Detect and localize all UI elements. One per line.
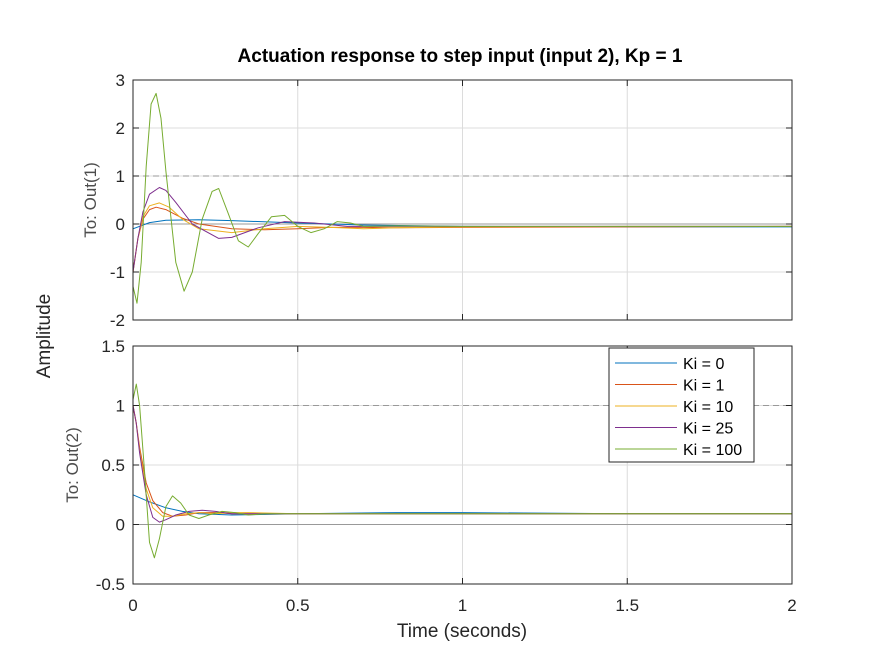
series-line-ki-100	[132, 92, 792, 304]
legend-label: Ki = 100	[683, 442, 742, 459]
legend-label: Ki = 10	[683, 399, 733, 416]
axes-out1-ticks: -2 -1 0 1 2 3	[110, 71, 793, 330]
y-tick-label: -2	[110, 311, 125, 330]
axes-out1-ylabel: To: Out(1)	[81, 162, 100, 238]
legend-box	[608, 347, 755, 463]
chart-title: Actuation response to step input (input …	[238, 46, 683, 67]
y-tick-label: 1.5	[101, 337, 125, 356]
y-axis-label: Amplitude	[34, 294, 55, 379]
y-tick-label: 0	[116, 215, 125, 234]
axes-out2-reference-lines	[133, 405, 792, 525]
series-line-ki-0	[132, 494, 792, 516]
axes-out2-ticks: -0.5 0 0.5 1 1.5	[96, 337, 793, 594]
y-tick-label: 1	[116, 167, 125, 186]
legend[interactable]: Ki = 0 Ki = 1 Ki = 10 Ki = 25 Ki = 100	[608, 347, 755, 463]
axes-out2: -0.5 0 0.5 1 1.5 To: Out(2)	[63, 337, 793, 594]
x-tick-label: 2	[787, 596, 796, 615]
legend-label: Ki = 1	[683, 378, 724, 395]
x-tick-label: 0.5	[286, 596, 310, 615]
x-tick-label: 1	[458, 596, 467, 615]
y-tick-label: 1	[116, 397, 125, 416]
legend-entries: Ki = 0 Ki = 1 Ki = 10 Ki = 25 Ki = 100	[615, 356, 742, 459]
y-tick-label: -1	[110, 263, 125, 282]
y-tick-label: -0.5	[96, 575, 125, 594]
legend-label: Ki = 25	[683, 421, 733, 438]
y-tick-label: 3	[116, 71, 125, 90]
x-tick-label: 1.5	[615, 596, 639, 615]
axes-out1: -2 -1 0 1 2 3 To: Out(1)	[81, 71, 793, 330]
series-line-ki-10	[132, 202, 792, 273]
axes-out2-ylabel: To: Out(2)	[63, 427, 82, 503]
legend-label: Ki = 0	[683, 356, 724, 373]
y-tick-label: 0.5	[101, 456, 125, 475]
x-axis-label: Time (seconds)	[397, 621, 527, 642]
axes-out1-reference-lines	[133, 175, 792, 225]
series-line-ki-100	[132, 383, 792, 559]
y-tick-label: 0	[116, 516, 125, 535]
axes-out1-series	[132, 92, 793, 304]
axes-out2-series	[132, 383, 792, 559]
x-tick-labels: 0 0.5 1 1.5 2	[128, 596, 796, 615]
x-tick-label: 0	[128, 596, 137, 615]
y-tick-label: 2	[116, 119, 125, 138]
